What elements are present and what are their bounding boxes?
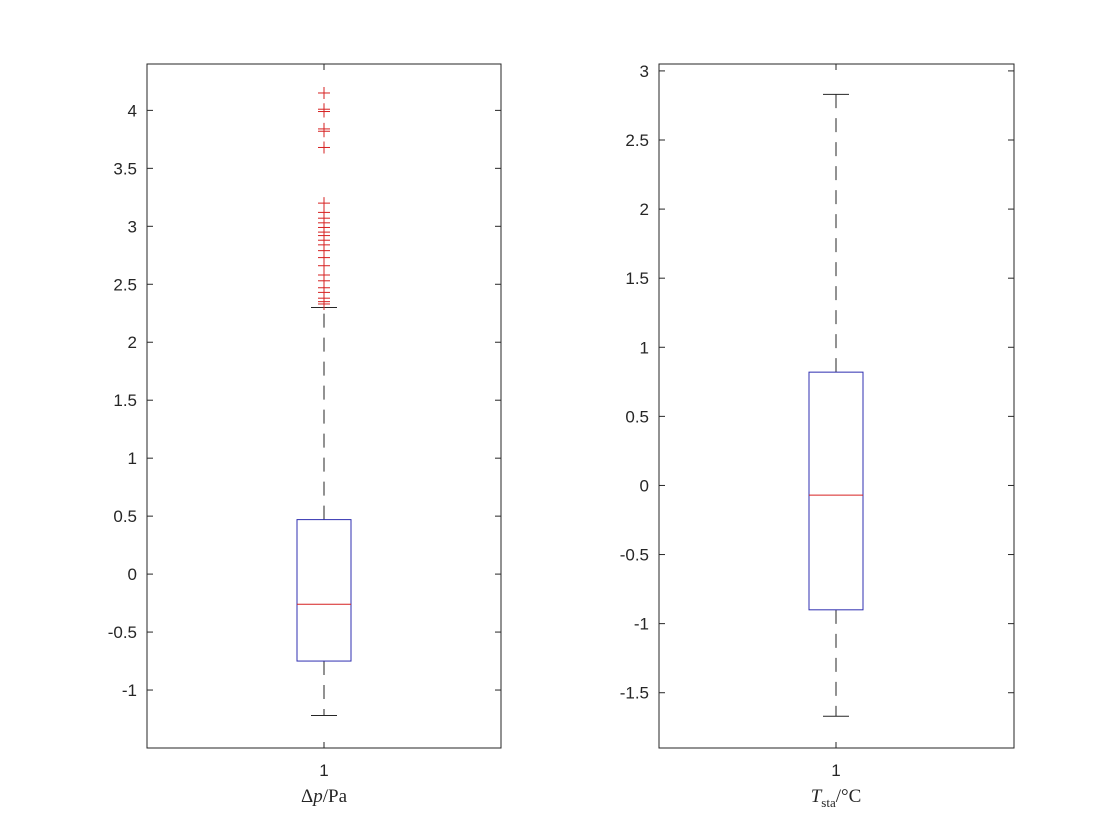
y-tick-label: 2.5 [113, 275, 137, 294]
x-axis-label-2-sub: sta [821, 795, 836, 810]
x-axis-label-1-delta: Δ [301, 786, 313, 807]
boxplot-2 [808, 93, 864, 717]
y-axis-1: -1 -0.5 0 0.5 1 1.5 2 2.5 3 3.5 4 [108, 64, 501, 748]
x-axis-label-1-var: p [311, 786, 323, 807]
y-tick-label: 4 [128, 101, 137, 120]
outlier-point [318, 141, 330, 154]
x-axis-label-1: Δp/Pa [301, 786, 348, 807]
y-tick-label: 1 [640, 338, 649, 357]
chart-panel-1: -1 -0.5 0 0.5 1 1.5 2 2.5 3 3.5 4 1 Δp/Pa [108, 63, 502, 807]
y-axis-2: -1.5 -1 -0.5 0 0.5 1 1.5 2 2.5 3 [620, 62, 1014, 748]
y-tick-label: 1.5 [113, 391, 137, 410]
boxplot-1 [296, 86, 352, 717]
x-axis-label-2: Tsta/°C [811, 786, 862, 810]
outlier-point [318, 86, 330, 99]
y-tick-label: -0.5 [108, 623, 137, 642]
y-tick-label: -1.5 [620, 684, 649, 703]
y-tick-label: 2 [128, 333, 137, 352]
iqr-box [296, 519, 352, 662]
outlier-point [318, 197, 330, 210]
y-tick-label: -1 [122, 681, 137, 700]
y-tick-label: 0.5 [113, 507, 137, 526]
x-tick-label-1: 1 [319, 761, 328, 780]
outlier-point [318, 103, 330, 116]
y-tick-label: 1.5 [625, 269, 649, 288]
x-axis-label-1-slash: / [323, 786, 329, 807]
x-axis-label-1-unit: Pa [328, 786, 348, 807]
y-tick-label: 0.5 [625, 407, 649, 426]
y-tick-label: -1 [634, 615, 649, 634]
x-axis-label-2-unit: °C [841, 786, 861, 807]
y-tick-label: 3.5 [113, 159, 137, 178]
y-tick-label: 2 [640, 200, 649, 219]
y-tick-label: 0 [640, 476, 649, 495]
x-axis-label-2-slash: / [836, 786, 842, 807]
y-tick-label: 2.5 [625, 131, 649, 150]
y-tick-label: 0 [128, 565, 137, 584]
y-tick-label: 1 [128, 449, 137, 468]
iqr-box [808, 371, 864, 611]
outlier-point [318, 122, 330, 135]
y-tick-label: 3 [640, 62, 649, 81]
y-tick-label: 3 [128, 217, 137, 236]
x-tick-label-2: 1 [831, 761, 840, 780]
chart-panel-2: -1.5 -1 -0.5 0 0.5 1 1.5 2 2.5 3 1 Tsta/°C [620, 62, 1015, 810]
x-axis-label-2-var: T [811, 786, 823, 807]
y-tick-label: -0.5 [620, 546, 649, 565]
